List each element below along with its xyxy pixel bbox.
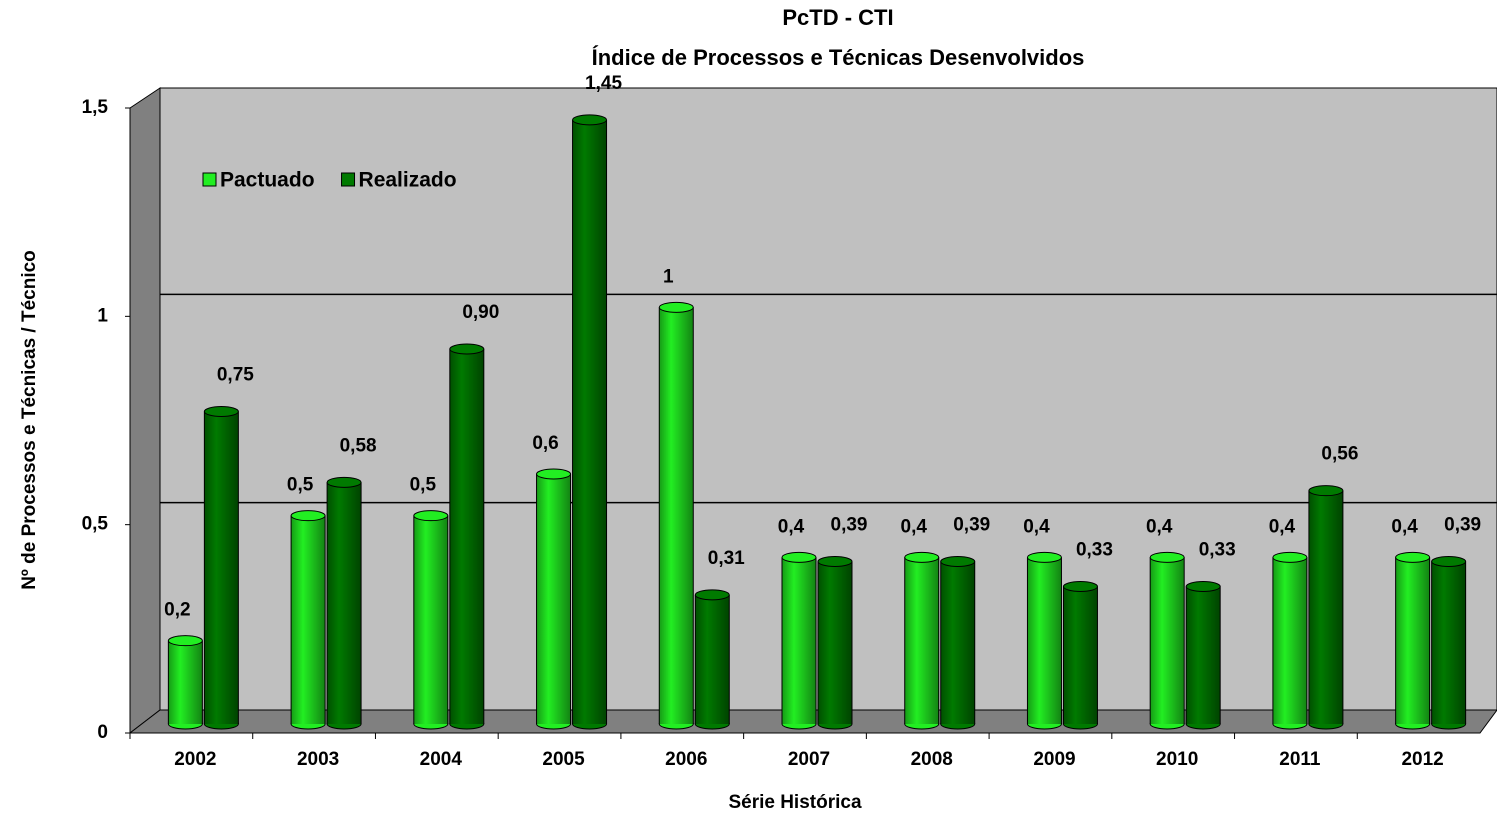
value-label: 0,4 [1391, 516, 1418, 537]
bar-cap [167, 635, 203, 647]
bar-shade [1186, 586, 1221, 724]
bar-shade [818, 561, 852, 724]
bar-cap [1431, 556, 1467, 567]
bar-cap [449, 343, 485, 355]
x-tick-label: 2004 [420, 749, 463, 770]
bar-cap [413, 510, 449, 522]
chart-title: PcTD - CTI [782, 5, 893, 30]
y-tick-label: 1 [97, 305, 108, 326]
bar-cap [1395, 551, 1431, 563]
bar-shade [572, 119, 607, 725]
value-label: 0,58 [340, 435, 377, 456]
bar-shade [1395, 557, 1430, 724]
bar-cap [1026, 551, 1062, 563]
y-tick-label: 1,5 [82, 97, 109, 118]
side-wall [129, 87, 161, 735]
legend-swatch [341, 172, 356, 187]
value-label: 0,2 [164, 600, 190, 621]
bar-cap [694, 589, 730, 601]
value-label: 0,90 [462, 302, 499, 323]
y-tick-label: 0,5 [82, 514, 109, 535]
bar-shade [659, 307, 694, 724]
bar-shade [695, 594, 730, 724]
x-tick-label: 2002 [174, 749, 216, 770]
value-label: 0,33 [1076, 540, 1113, 561]
x-tick-label: 2005 [542, 749, 585, 770]
x-tick-label: 2007 [788, 749, 830, 770]
bar-cap [1062, 581, 1098, 592]
bar-cap [817, 556, 853, 567]
value-label: 0,4 [901, 516, 928, 537]
y-axis-label: Nº de Processos e Técnicas / Técnico [19, 250, 40, 590]
value-label: 1 [663, 266, 674, 287]
bar-shade [413, 515, 448, 724]
legend-label: Pactuado [220, 169, 315, 192]
bar-cap [1149, 551, 1185, 563]
bar-shade [327, 482, 362, 724]
bar-cap [1185, 581, 1221, 592]
x-tick-label: 2008 [911, 749, 953, 770]
value-label: 0,5 [410, 475, 437, 496]
value-label: 0,5 [287, 475, 314, 496]
bar-shade [204, 411, 239, 724]
x-tick-label: 2006 [665, 749, 707, 770]
bar-cap [290, 510, 326, 522]
bar-cap [904, 551, 940, 563]
bar-shade [449, 349, 484, 724]
value-label: 0,56 [1321, 444, 1358, 465]
bar-cap [326, 476, 362, 488]
bar-shade [1308, 490, 1343, 724]
x-tick-label: 2003 [297, 749, 339, 770]
bar-shade [168, 640, 203, 724]
bar-cap [658, 301, 694, 313]
x-axis-label: Série Histórica [728, 792, 861, 813]
value-label: 0,39 [831, 515, 868, 536]
value-label: 0,39 [953, 515, 990, 536]
bar-cap [1308, 485, 1344, 497]
bar-shade [1063, 586, 1098, 724]
legend-label: Realizado [359, 169, 457, 192]
bar-shade [1150, 557, 1185, 724]
x-tick-label: 2011 [1279, 749, 1321, 770]
bar-shade [1272, 557, 1307, 724]
bar-shade [782, 557, 816, 724]
bar-cap [572, 114, 608, 126]
value-label: 0,4 [1023, 516, 1050, 537]
y-tick-label: 0 [97, 722, 108, 743]
x-tick-label: 2010 [1156, 749, 1198, 770]
x-tick-label: 2012 [1401, 749, 1443, 770]
value-label: 0,6 [532, 433, 558, 454]
value-label: 0,4 [1146, 516, 1173, 537]
value-label: 0,39 [1444, 515, 1481, 536]
value-label: 0,4 [778, 516, 805, 537]
legend-swatch [202, 172, 217, 187]
bar-cap [203, 406, 239, 417]
bar-cap [781, 551, 817, 563]
bar-cap [1272, 551, 1308, 563]
x-tick-label: 2009 [1033, 749, 1075, 770]
bar-cap [940, 556, 976, 567]
bar-shade [291, 515, 326, 724]
bar-shade [1027, 557, 1062, 724]
value-label: 0,4 [1269, 516, 1296, 537]
bar-shade [1431, 561, 1466, 724]
chart-subtitle: Índice de Processos e Técnicas Desenvolv… [592, 45, 1085, 70]
value-label: 0,33 [1199, 540, 1236, 561]
bar-shade [940, 561, 975, 724]
bar-cap [536, 468, 572, 480]
value-label: 0,75 [217, 365, 254, 386]
value-label: 0,31 [708, 548, 745, 569]
value-label: 1,45 [585, 73, 622, 94]
bar-shade [536, 474, 571, 724]
bar-shade [904, 557, 939, 724]
